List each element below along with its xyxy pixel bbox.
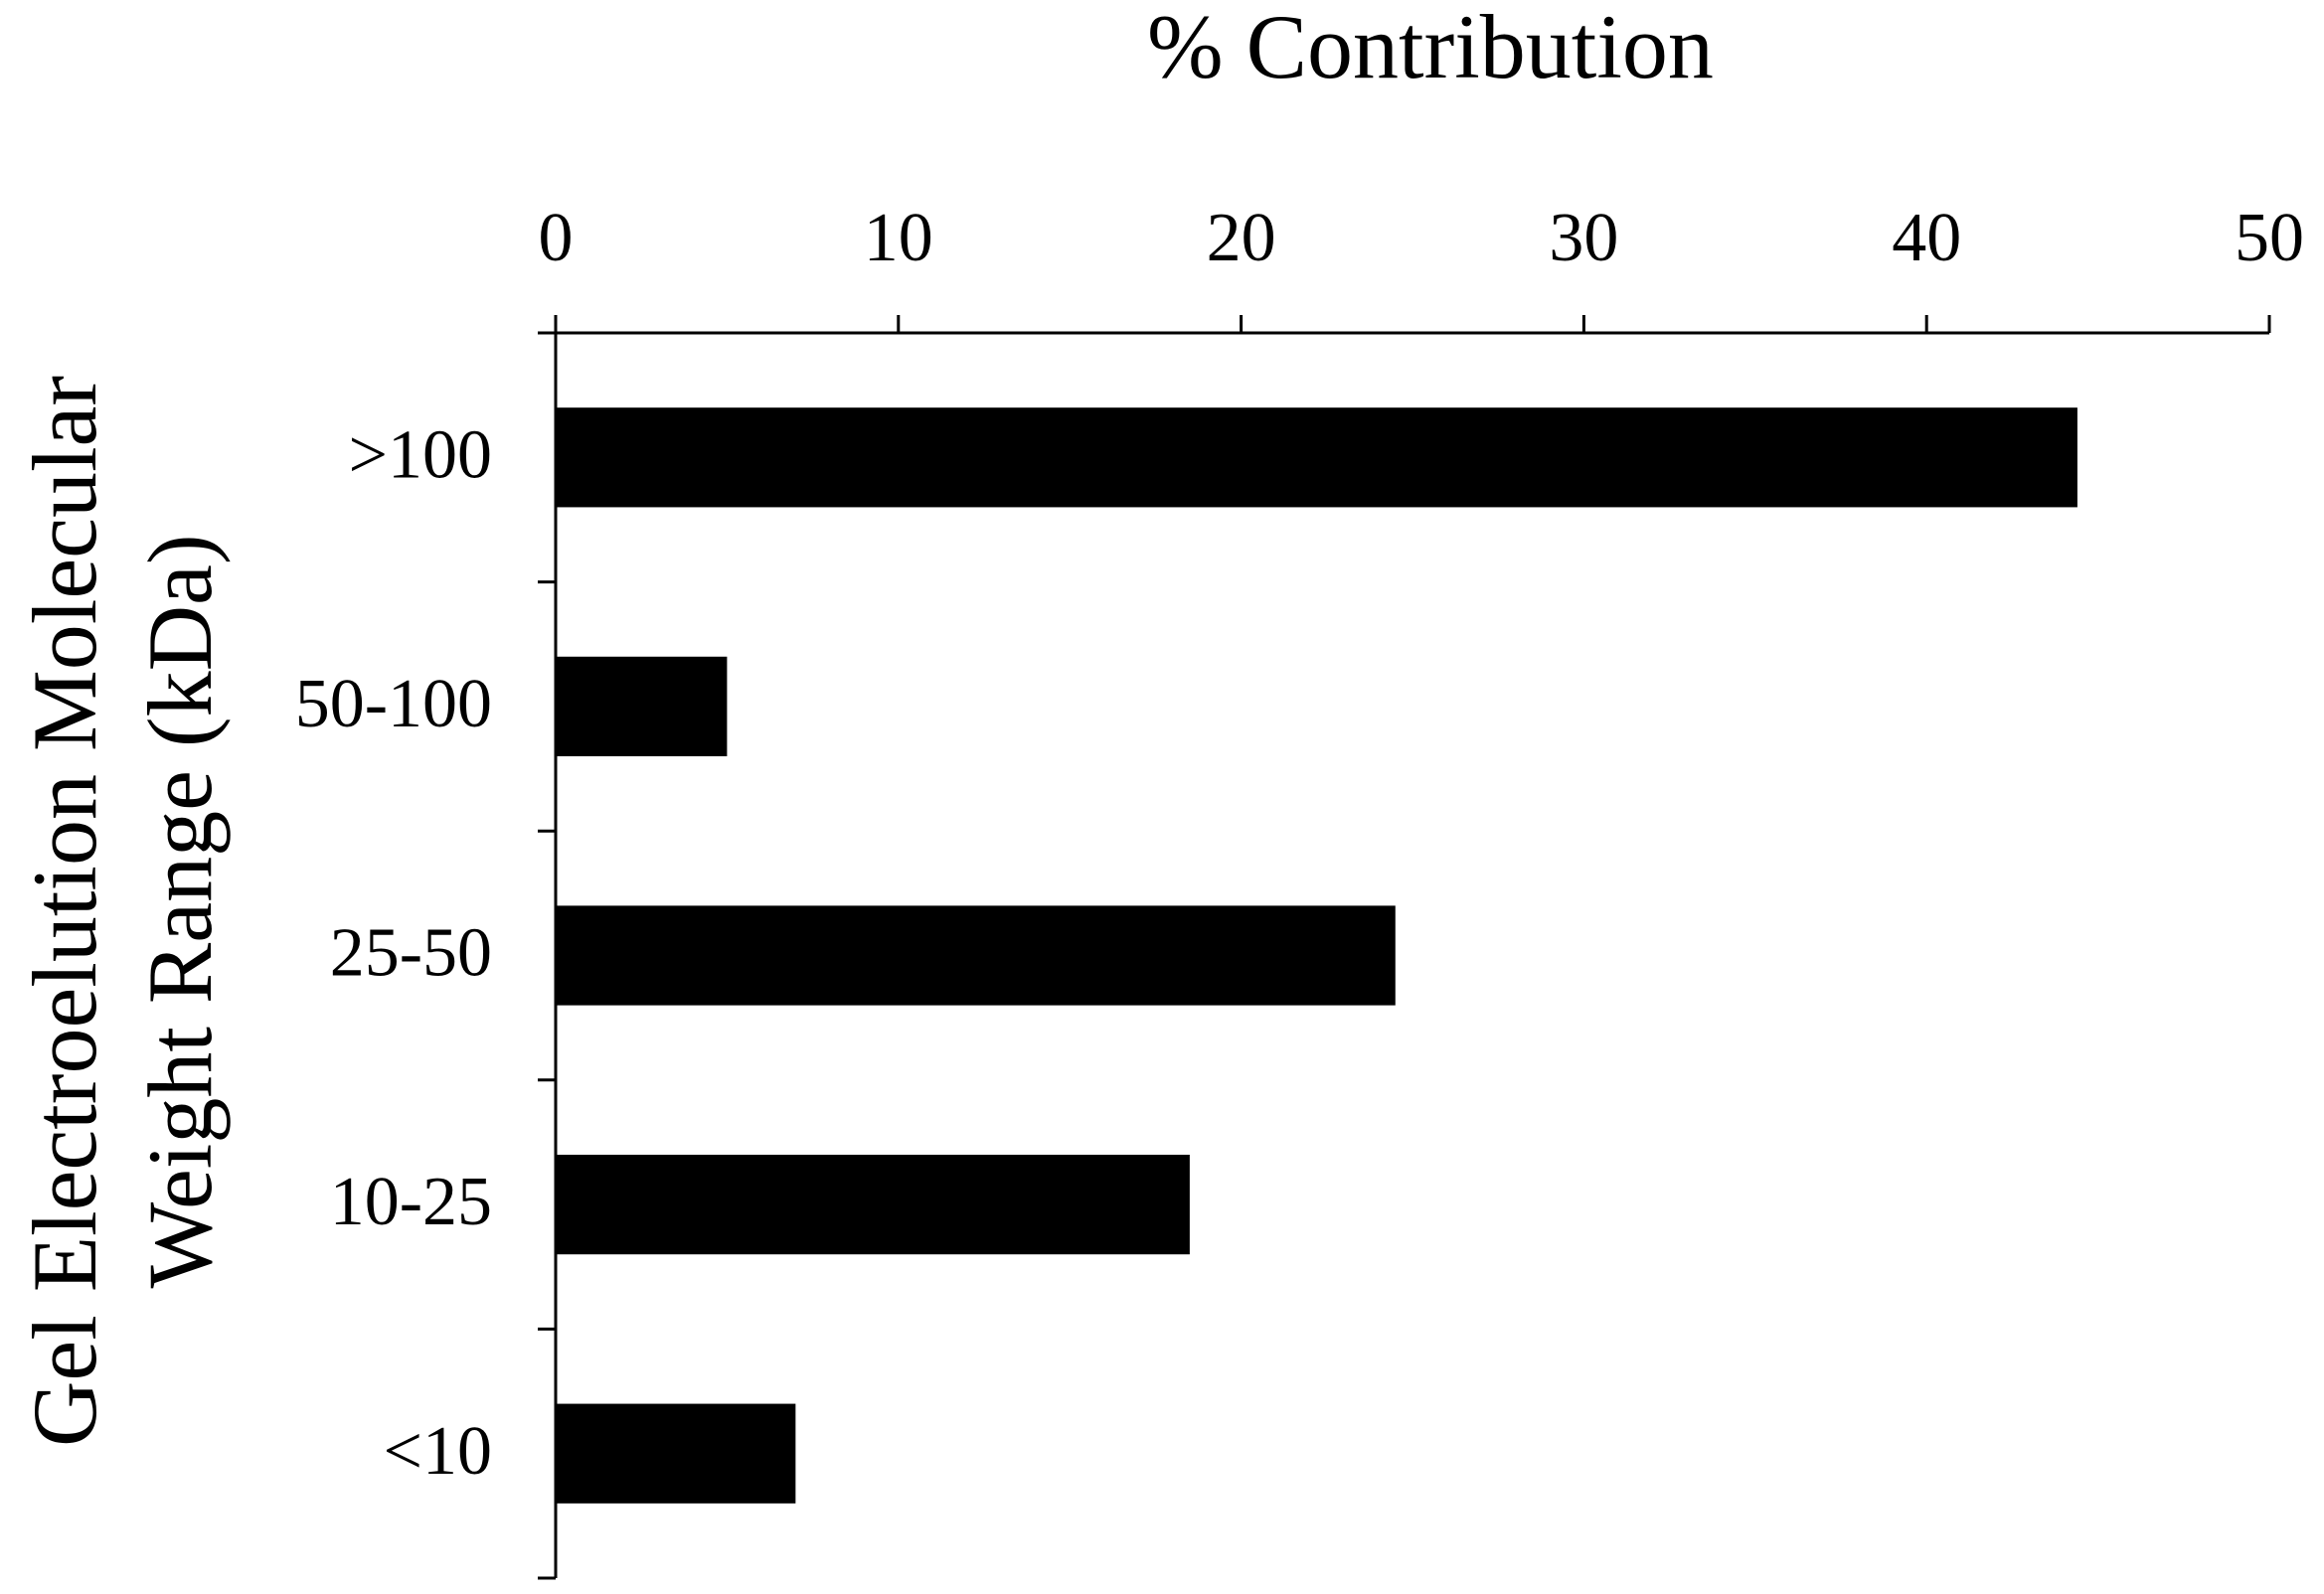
x-tick-label: 30 [1549, 200, 1618, 276]
bar [556, 656, 728, 757]
y-tick-label: >100 [349, 416, 492, 493]
x-tick-label: 20 [1207, 200, 1276, 276]
chart-title: % Contribution [1147, 0, 1714, 97]
x-tick-label: 10 [864, 200, 933, 276]
bar [556, 1154, 1190, 1255]
y-axis-label-line: Weight Range (kDa) [129, 535, 231, 1289]
y-axis-label-line: Gel Electroelution Molecular [14, 376, 115, 1447]
y-tick-label: <10 [384, 1413, 492, 1490]
y-tick-label: 25-50 [330, 915, 492, 992]
x-tick-label: 40 [1892, 200, 1961, 276]
x-tick-label: 50 [2235, 200, 2304, 276]
bar [556, 1403, 796, 1504]
bar [556, 905, 1396, 1006]
x-tick-label: 0 [539, 200, 574, 276]
y-tick-label: 10-25 [330, 1164, 492, 1240]
y-tick-label: 50-100 [295, 666, 492, 742]
y-axis-label: Gel Electroelution Molecular Weight Rang… [14, 376, 231, 1447]
bar [556, 407, 2077, 508]
